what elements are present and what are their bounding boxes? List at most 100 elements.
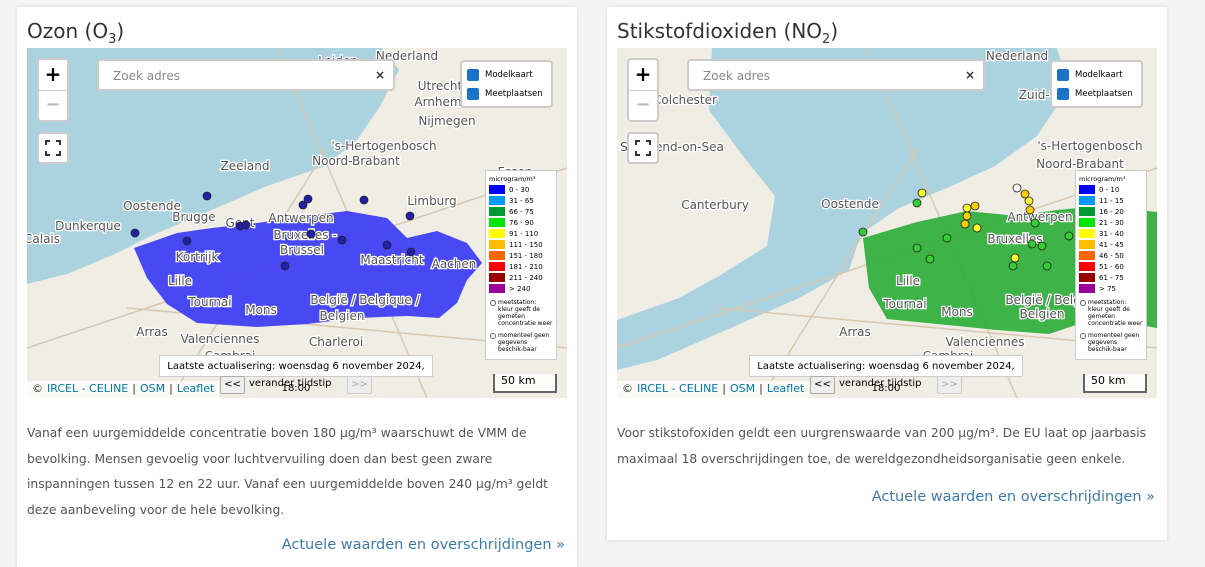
copyright: ©: [32, 382, 43, 395]
attribution-link[interactable]: Leaflet: [766, 382, 805, 395]
copyright: ©: [622, 382, 633, 395]
station-marker: [1008, 261, 1018, 271]
sea: [27, 48, 399, 284]
zoom-out[interactable]: −: [45, 94, 61, 115]
legend-label: 16 - 20: [1099, 207, 1124, 216]
zoom-in[interactable]: +: [629, 60, 657, 91]
attribution-link[interactable]: Leaflet: [176, 382, 215, 395]
legend-swatch: [489, 207, 505, 216]
place-label: Noord-Brabant: [312, 154, 400, 168]
model-layer: [134, 211, 482, 327]
place-label: Arras: [136, 325, 167, 339]
fullscreen-button[interactable]: [37, 132, 69, 164]
legend-swatch: [1079, 240, 1095, 249]
search-box[interactable]: Zoek adres ×: [97, 59, 395, 91]
legend-entry: 41 - 45: [1079, 239, 1143, 250]
title-subscript: 3: [108, 32, 117, 47]
layer-control: Modelkaart Meetplaatsen: [1050, 60, 1143, 108]
attribution-link[interactable]: IRCEL - CELINE: [47, 382, 129, 395]
note-symbol: [1080, 333, 1086, 339]
place-label: Tournai: [882, 297, 926, 311]
legend-swatch: [1079, 196, 1095, 205]
zoom-in[interactable]: +: [39, 60, 67, 91]
station-marker: [970, 201, 980, 211]
next-button[interactable]: >>: [937, 376, 962, 394]
legend-entry: 31 - 40: [1079, 228, 1143, 239]
legend-unit: microgram/m³: [489, 174, 536, 183]
fullscreen-icon: [635, 140, 651, 156]
prev-button[interactable]: <<: [220, 376, 245, 394]
road: [766, 147, 918, 389]
station-marker: [912, 198, 922, 208]
place-label: Brugge: [172, 210, 215, 224]
legend-swatch: [1079, 185, 1095, 194]
station-marker: [1042, 261, 1052, 271]
place-label: Oostende: [821, 197, 879, 211]
place-label: Utrecht: [418, 79, 463, 93]
place-label: Tournai: [187, 295, 231, 309]
scale-bar: 50 km: [1083, 374, 1147, 393]
layer-option[interactable]: Meetplaatsen: [467, 84, 546, 103]
station-marker: [917, 188, 927, 198]
place-label: Aachen: [432, 257, 477, 271]
legend-entry: 91 - 110: [489, 228, 553, 239]
attribution-link[interactable]: OSM: [729, 382, 756, 395]
legend-swatch: [1079, 273, 1095, 282]
legend-entry: 16 - 20: [1079, 206, 1143, 217]
legend-unit: microgram/m³: [1079, 174, 1126, 183]
place-label: Limburg: [407, 194, 456, 208]
layer-label: Modelkaart: [485, 69, 533, 80]
legend: microgram/m³ 0 - 10 11 - 15 16 - 20 21 - 30 3…: [1075, 170, 1147, 360]
layer-option[interactable]: Modelkaart: [1057, 65, 1136, 84]
station-marker: [406, 247, 416, 257]
card: Stikstofdioxiden (NO2) Nederland Colcheste…: [607, 7, 1167, 540]
title-end: ): [830, 19, 839, 43]
values-link[interactable]: Actuele waarden en overschrijdingen »: [281, 537, 565, 553]
attribution-separator: |: [722, 382, 726, 395]
prev-button[interactable]: <<: [810, 376, 835, 394]
station-marker: [912, 243, 922, 253]
legend-swatch: [489, 185, 505, 194]
legend: microgram/m³ 0 - 30 31 - 65 66 - 75 76 - 90 9…: [485, 170, 557, 360]
legend-entry: 66 - 75: [489, 206, 553, 217]
checkbox: [467, 87, 479, 100]
layer-option[interactable]: Modelkaart: [467, 65, 546, 84]
legend-swatch: [1079, 284, 1095, 293]
station-marker: [382, 240, 392, 250]
zoom-out[interactable]: −: [635, 94, 651, 115]
legend-swatch: [1079, 262, 1095, 271]
place-label: Mons: [941, 305, 973, 319]
place-label: Canterbury: [681, 198, 749, 212]
place-label: Calais: [27, 232, 60, 246]
legend-label: 61 - 75: [1099, 273, 1124, 282]
layer-option[interactable]: Meetplaatsen: [1057, 84, 1136, 103]
station-marker: [1064, 231, 1074, 241]
legend-entry: 31 - 65: [489, 195, 553, 206]
search-box[interactable]: Zoek adres ×: [687, 59, 985, 91]
station-marker: [359, 195, 369, 205]
legend-entry: 0 - 10: [1079, 184, 1143, 195]
card: Ozon (O3)NederlandLeidenUtrechtArnhemNij…: [17, 7, 577, 567]
place-label: Brussel: [280, 243, 324, 257]
attribution-link[interactable]: OSM: [139, 382, 166, 395]
legend-label: 111 - 150: [509, 240, 543, 249]
legend-entry: > 240: [489, 283, 553, 294]
attribution-link[interactable]: IRCEL - CELINE: [637, 382, 719, 395]
values-link[interactable]: Actuele waarden en overschrijdingen »: [871, 489, 1155, 505]
fullscreen-button[interactable]: [627, 132, 659, 164]
place-label: Belgien: [320, 309, 365, 323]
place-label: Valenciennes: [945, 335, 1024, 349]
search-clear: ×: [374, 68, 385, 82]
next-button[interactable]: >>: [347, 376, 372, 394]
place-label: Arnhem: [414, 95, 461, 109]
place-label: Maastricht: [360, 253, 423, 267]
place-label: Lille: [168, 274, 192, 288]
description: Voor stikstofoxiden geldt een uurgrenswa…: [617, 426, 1146, 466]
zoom-control: + −: [37, 58, 69, 122]
place-label: Antwerpen: [268, 211, 333, 225]
legend-label: 211 - 240: [509, 273, 543, 282]
legend-swatch: [1079, 218, 1095, 227]
checkbox: [1057, 68, 1069, 81]
place-label: Bruxelles -: [273, 228, 336, 242]
legend-entry: 76 - 90: [489, 217, 553, 228]
